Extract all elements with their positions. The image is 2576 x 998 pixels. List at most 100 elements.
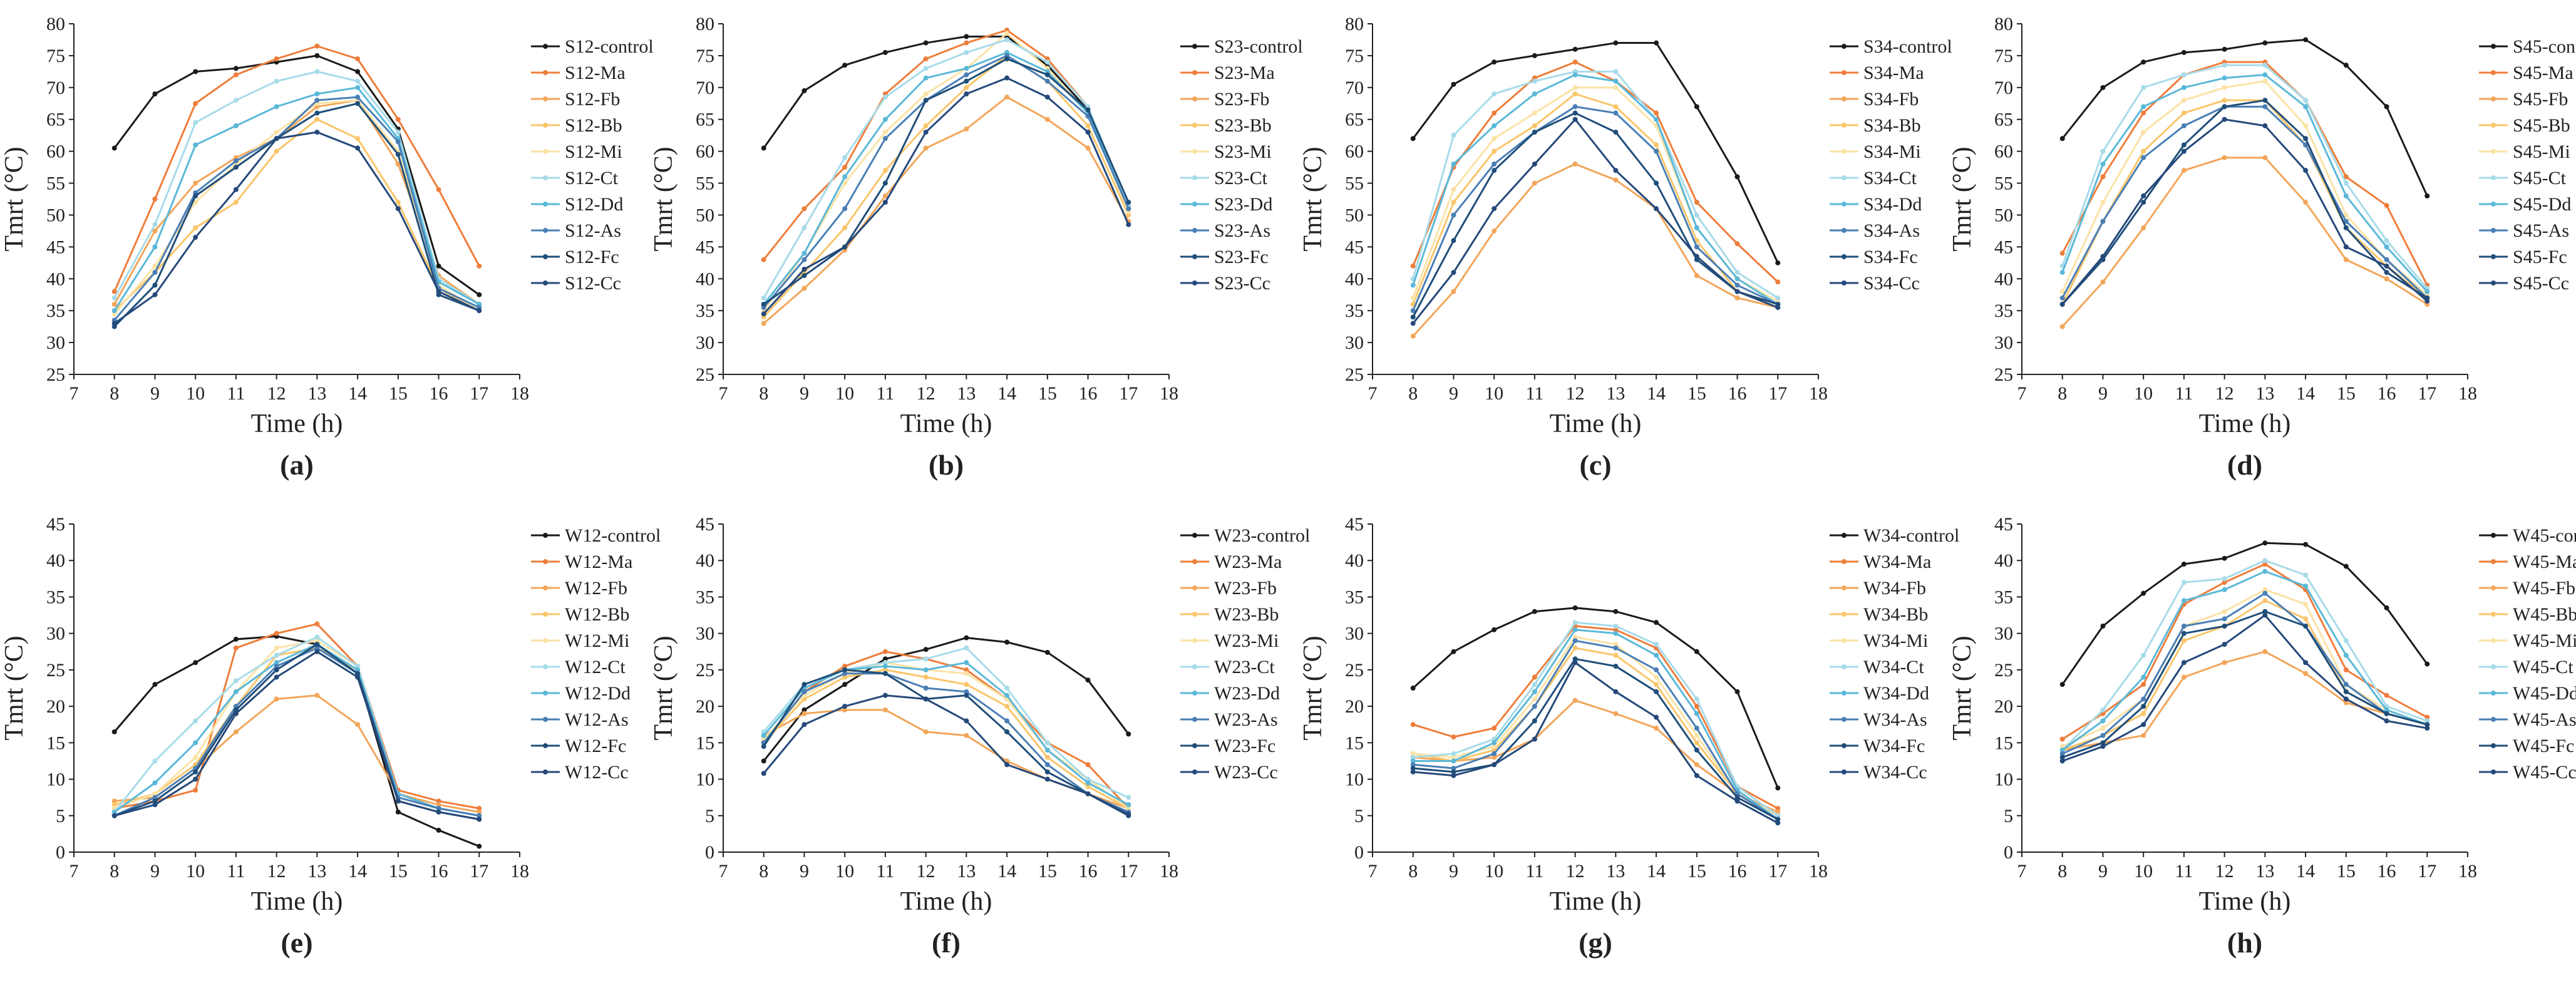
data-point bbox=[1613, 630, 1619, 636]
data-point bbox=[964, 645, 969, 651]
data-point bbox=[111, 145, 117, 151]
data-point bbox=[274, 130, 279, 135]
data-point bbox=[1532, 718, 1537, 724]
legend-label: W34-Bb bbox=[1863, 604, 1928, 625]
data-point bbox=[2262, 63, 2268, 68]
data-point bbox=[1451, 649, 1456, 654]
legend-label: W45-Dd bbox=[2513, 683, 2576, 704]
data-point bbox=[2100, 718, 2106, 724]
legend-label: S45-Dd bbox=[2513, 194, 2571, 215]
legend-label: W45-Fb bbox=[2513, 578, 2575, 599]
data-point bbox=[2222, 587, 2227, 592]
y-tick-label: 20 bbox=[1994, 696, 2013, 717]
y-tick-label: 10 bbox=[1345, 769, 1364, 790]
legend-marker bbox=[1192, 254, 1197, 259]
data-point bbox=[2343, 667, 2349, 672]
legend-marker bbox=[543, 612, 548, 617]
data-point bbox=[1613, 104, 1619, 110]
legend-marker bbox=[1842, 70, 1847, 75]
data-point bbox=[1734, 276, 1740, 282]
y-tick-label: 80 bbox=[46, 14, 65, 34]
data-point bbox=[842, 671, 848, 676]
data-point bbox=[1613, 652, 1619, 658]
legend-marker bbox=[1842, 717, 1847, 722]
legend-label: S45-Cc bbox=[2513, 273, 2569, 294]
data-point bbox=[314, 130, 320, 135]
data-point bbox=[2343, 212, 2349, 218]
data-point bbox=[801, 286, 807, 291]
x-tick-label: 11 bbox=[227, 861, 245, 882]
y-tick-label: 55 bbox=[1345, 173, 1364, 194]
data-point bbox=[355, 101, 361, 106]
data-point bbox=[761, 321, 766, 326]
data-point bbox=[314, 43, 320, 49]
data-point bbox=[1532, 674, 1537, 680]
data-point bbox=[1044, 754, 1050, 760]
data-point bbox=[152, 802, 158, 808]
data-point bbox=[2222, 624, 2227, 629]
data-point bbox=[882, 667, 888, 672]
data-point bbox=[477, 263, 482, 269]
x-tick-label: 11 bbox=[227, 383, 245, 404]
x-tick-label: 18 bbox=[510, 383, 529, 404]
legend-label: W12-Cc bbox=[565, 762, 629, 783]
data-point bbox=[2303, 671, 2309, 676]
data-point bbox=[355, 136, 361, 141]
data-point bbox=[2343, 180, 2349, 186]
data-point bbox=[964, 671, 969, 676]
data-point bbox=[233, 636, 239, 642]
data-point bbox=[882, 692, 888, 698]
y-tick-label: 40 bbox=[1994, 550, 2013, 571]
x-tick-label: 11 bbox=[876, 861, 894, 882]
data-point bbox=[1004, 56, 1010, 61]
x-tick-label: 8 bbox=[1408, 383, 1418, 404]
data-point bbox=[1532, 130, 1537, 135]
data-point bbox=[314, 91, 320, 96]
legend-marker bbox=[1842, 228, 1847, 233]
data-point bbox=[842, 707, 848, 712]
series-line-W23-Mi bbox=[763, 661, 1130, 810]
data-point bbox=[1004, 686, 1010, 691]
data-point bbox=[395, 206, 401, 212]
data-point bbox=[2181, 142, 2187, 148]
data-point bbox=[2059, 324, 2065, 329]
y-tick-label: 40 bbox=[696, 550, 714, 571]
data-point bbox=[1085, 780, 1091, 786]
x-tick-label: 7 bbox=[1368, 861, 1378, 882]
data-point bbox=[842, 664, 848, 669]
data-point bbox=[2141, 104, 2146, 110]
legend-label: W23-Ma bbox=[1214, 552, 1282, 572]
series-line-S12-Dd bbox=[113, 86, 480, 311]
x-tick-label: 16 bbox=[2378, 383, 2396, 404]
data-point bbox=[1613, 85, 1619, 90]
x-tick-label: 9 bbox=[1449, 861, 1458, 882]
data-point bbox=[355, 69, 361, 75]
data-point bbox=[274, 645, 279, 651]
data-point bbox=[2059, 736, 2065, 742]
legend-marker bbox=[1842, 202, 1847, 207]
y-tick-label: 30 bbox=[46, 332, 65, 353]
series-line-W23-control bbox=[763, 637, 1130, 762]
x-tick-label: 11 bbox=[2175, 861, 2193, 882]
data-point bbox=[801, 273, 807, 279]
series-line-S45-Fb bbox=[2061, 157, 2428, 327]
data-point bbox=[2303, 624, 2309, 629]
data-point bbox=[1492, 123, 1497, 128]
legend-marker bbox=[1842, 585, 1847, 590]
data-point bbox=[1654, 726, 1659, 731]
data-point bbox=[1734, 270, 1740, 275]
data-point bbox=[1613, 642, 1619, 647]
data-point bbox=[1532, 110, 1537, 116]
data-point bbox=[2262, 587, 2268, 592]
data-point bbox=[801, 722, 807, 728]
x-tick-label: 10 bbox=[1485, 383, 1503, 404]
y-tick-label: 0 bbox=[1354, 842, 1364, 863]
data-point bbox=[923, 40, 929, 46]
legend-label: S23-As bbox=[1214, 220, 1270, 241]
data-point bbox=[233, 165, 239, 170]
data-point bbox=[1451, 212, 1456, 218]
series-line-W34-Fb bbox=[1413, 699, 1778, 813]
data-point bbox=[1532, 53, 1537, 58]
legend-label: W34-Dd bbox=[1863, 683, 1929, 704]
data-point bbox=[2303, 104, 2309, 110]
